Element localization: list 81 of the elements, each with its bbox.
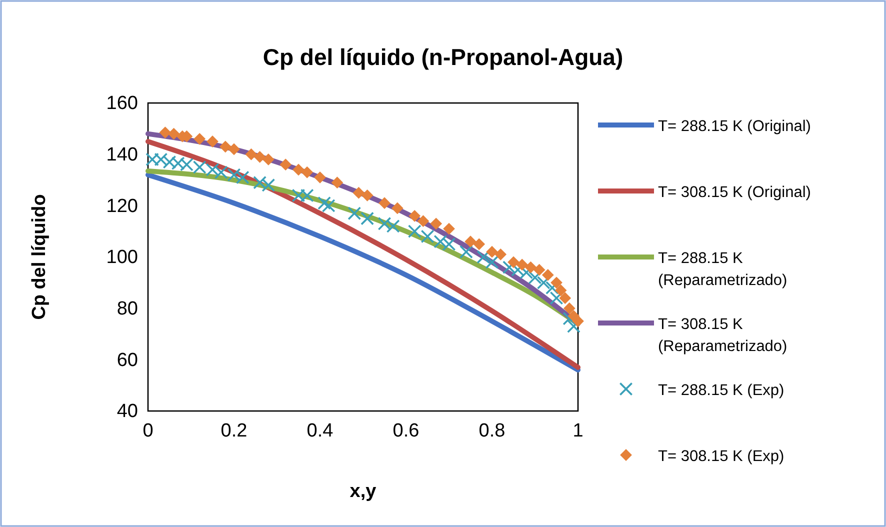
x-tick-label: 0.4 [306,420,334,442]
point [236,170,250,184]
point [536,276,550,290]
point [262,154,274,166]
point [562,312,576,326]
point [473,238,486,250]
x-tick-label: 0.2 [220,420,248,442]
point [254,150,266,163]
point [485,255,499,269]
point [417,215,430,228]
point [464,236,476,248]
point [206,136,218,148]
point [408,224,422,238]
point [533,264,546,276]
y-tick-label: 60 [116,350,138,371]
point [476,250,490,264]
point [314,171,326,184]
point [430,218,442,230]
point [331,176,344,189]
legend-label: T= 308.15 K (Reparametrizado) [658,316,788,355]
y-tick-label: 100 [106,247,138,268]
point [420,230,434,244]
point [563,302,576,314]
point [502,260,516,274]
point [245,148,258,160]
point [516,258,528,271]
point [442,237,456,251]
point [378,197,390,210]
y-tick-label: 160 [106,93,138,114]
point [554,284,567,296]
point [486,246,498,258]
point [408,210,421,222]
y-axis-title: Cp del líquido [29,194,50,320]
y-tick-label: 40 [116,401,138,422]
legend-label: T= 288.15 K (Reparametrizado) [658,250,788,289]
point [168,128,180,140]
point [318,196,332,210]
point [459,245,473,259]
x-tick-label: 0 [142,420,154,442]
point [228,143,240,156]
legend-label: T= 288.15 K (Exp) [658,382,784,399]
point [360,212,374,226]
legend-label: T= 288.15 K (Original) [658,118,811,135]
legend-label: T= 308.15 K (Exp) [658,448,784,465]
point [391,202,404,214]
legend-label: T= 308.15 K (Original) [658,184,811,201]
point [352,186,365,199]
point [524,261,537,274]
x-axis-title: x,y [350,481,377,502]
point [378,216,392,230]
point [528,270,542,284]
point [572,315,584,328]
point [559,292,572,304]
point [361,189,374,202]
x-tick-label: 0.6 [392,420,420,442]
point [322,198,336,212]
point [280,158,292,171]
point [386,219,400,233]
x-tick-label: 0.8 [478,420,506,442]
y-tick-label: 140 [106,144,138,166]
point [443,222,455,235]
point [508,256,520,268]
point [348,206,362,220]
point [550,291,564,305]
point [253,176,267,190]
point [566,320,580,334]
y-tick-label: 120 [106,196,138,217]
point [219,140,232,153]
point [159,126,172,138]
point [262,178,276,192]
point [542,269,554,281]
point [545,281,559,295]
point [194,132,206,145]
point [550,276,562,289]
x-tick-label: 1 [572,420,584,442]
point [292,164,304,176]
point [301,166,314,178]
chart-title: Cp del líquido (n-Propanol-Agua) [262,44,624,70]
point [434,234,448,248]
point [494,248,507,260]
y-tick-label: 80 [116,298,138,320]
